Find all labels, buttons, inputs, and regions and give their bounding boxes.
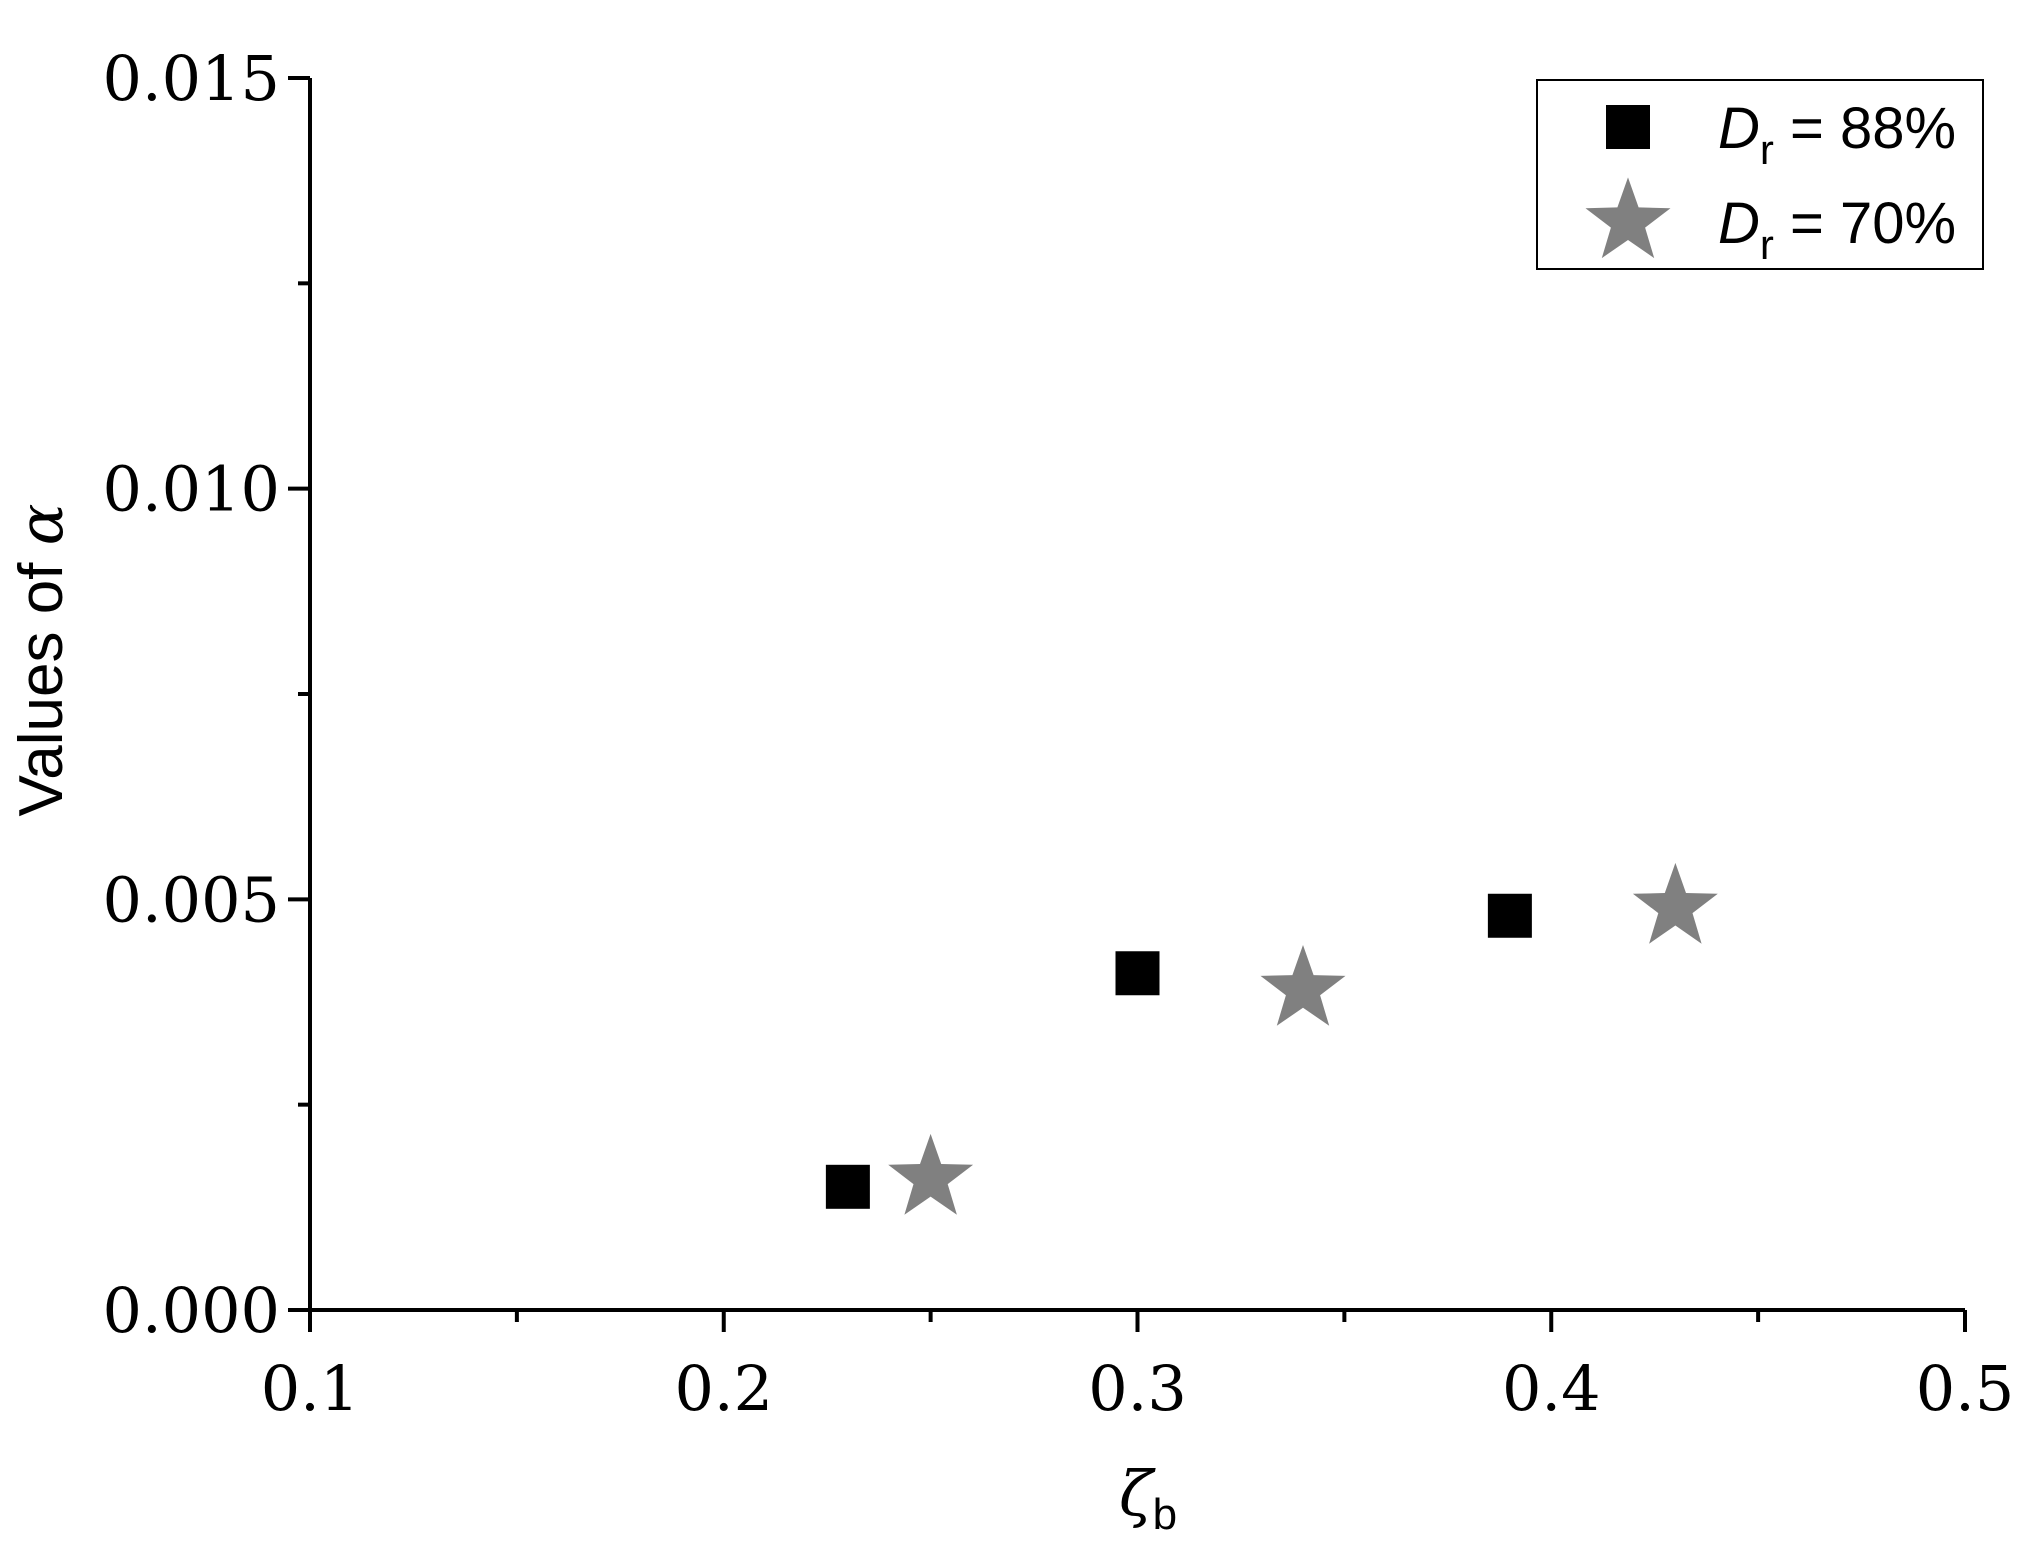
y-tick-label: 0.005 [103,863,281,936]
legend-label-rest: = 88% [1774,96,1956,161]
legend-label: Dr = 70% [1718,191,1956,268]
y-tick-label: 0.015 [103,42,281,115]
data-points [825,862,1718,1215]
data-point-star [888,1133,974,1215]
legend-label-main: D [1718,191,1760,256]
x-axis-title: ζb [1119,1457,1177,1539]
y-tick-label: 0.000 [103,1274,281,1347]
x-tick-label: 0.3 [1088,1352,1187,1425]
x-tick-label: 0.4 [1502,1352,1601,1425]
x-tick-label: 0.5 [1916,1352,2015,1425]
x-tick-label: 0.2 [674,1352,773,1425]
legend-marker-star [1585,177,1671,259]
data-point-star [1260,945,1346,1026]
y-axis-title: Values of α [4,503,77,816]
ticks: 0.1 0.2 0.3 0.4 0.5 0.000 0.005 0.010 0.015 [103,42,2015,1425]
legend-label-sub: r [1760,126,1774,173]
data-point-square [1487,893,1532,938]
y-tick-label: 0.010 [103,453,281,526]
legend-marker-square [1606,105,1650,149]
x-axis-title-symbol: ζ [1119,1457,1156,1530]
legend-label-sub: r [1760,221,1774,268]
y-axis-title-text: Values of [7,545,76,816]
legend-label: Dr = 88% [1718,96,1956,173]
legend-label-main: D [1718,96,1760,161]
y-axis-title-symbol: α [4,503,77,545]
legend: Dr = 88%Dr = 70% [1536,79,1984,270]
data-point-star [1632,862,1718,944]
data-point-square [1115,951,1160,996]
x-tick-label: 0.1 [261,1352,360,1425]
data-point-square [825,1164,870,1209]
legend-label-rest: = 70% [1774,191,1956,256]
x-axis-title-sub: b [1153,1490,1177,1539]
